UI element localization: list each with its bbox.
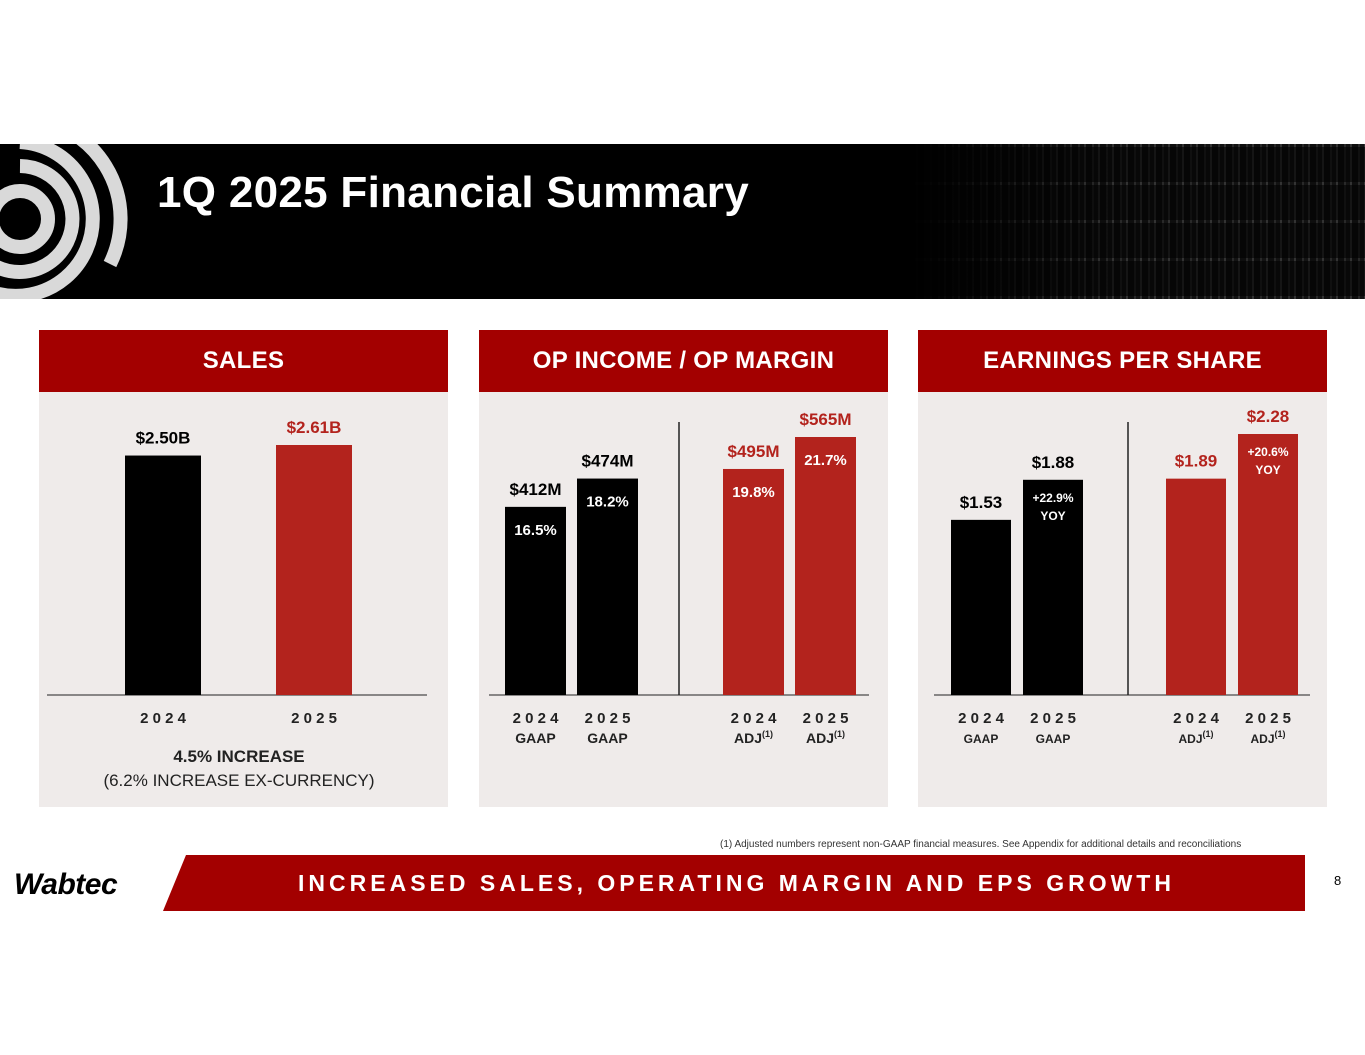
yoy-label: +20.6% [1247, 445, 1288, 459]
bar-value-label: $2.50B [136, 429, 191, 448]
header-bar [0, 144, 1365, 299]
category-type-label: ADJ(1) [1250, 729, 1285, 746]
op-income-panel: OP INCOME / OP MARGIN $412M 16.5% 2 0 2 4 G… [479, 330, 888, 807]
bar [723, 468, 784, 695]
yoy-label: +22.9% [1032, 491, 1073, 505]
category-type-label: ADJ(1) [1178, 729, 1213, 746]
sales-increase-note: 4.5% INCREASE [173, 747, 304, 766]
category-type-label: GAAP [1036, 732, 1071, 746]
wabtec-logo: Wabtec [14, 868, 118, 901]
bar [1166, 478, 1226, 695]
category-type-label: ADJ(1) [806, 729, 845, 746]
category-year-label: 2 0 2 5 [291, 710, 337, 727]
footnote-marker: (1) [834, 729, 845, 739]
bar [1023, 479, 1083, 695]
margin-label: 16.5% [514, 522, 557, 539]
bar-value-label: $412M [510, 480, 562, 499]
panel-title: SALES [39, 330, 448, 392]
bar [1238, 434, 1298, 695]
bar [577, 478, 638, 695]
category-year-label: 2 0 2 5 [1245, 710, 1291, 727]
page-number: 8 [1334, 873, 1342, 888]
bar-value-label: $2.28 [1247, 407, 1290, 426]
op-income-chart: $412M 16.5% 2 0 2 4 GAAP $474M 18.2% 2 0 2 5 GA… [489, 410, 869, 746]
bar [276, 445, 352, 695]
category-type-label: GAAP [515, 730, 555, 746]
margin-label: 21.7% [804, 452, 847, 469]
panel-title: EARNINGS PER SHARE [918, 330, 1327, 392]
shipping-containers-photo [910, 144, 1365, 299]
bar-value-label: $474M [582, 452, 634, 471]
footnote-marker: (1) [1275, 729, 1286, 739]
bar [795, 437, 856, 695]
eps-panel: EARNINGS PER SHARE $1.53 2 0 2 4 GAAP $1.88… [918, 330, 1327, 807]
category-type-label: GAAP [964, 732, 999, 746]
category-year-label: 2 0 2 5 [1030, 710, 1076, 727]
bar [125, 455, 201, 695]
margin-label: 18.2% [586, 494, 629, 511]
wabtec-swirl-icon [0, 144, 128, 299]
category-year-label: 2 0 2 4 [140, 710, 187, 727]
eps-chart: $1.53 2 0 2 4 GAAP $1.88 +22.9% YOY 2 0 2 5 GAA… [934, 407, 1310, 746]
bar-value-label: $2.61B [287, 418, 342, 437]
category-year-label: 2 0 2 5 [803, 710, 849, 727]
sales-panel: SALES $2.50B 2 0 2 4 $2.61B 2 0 2 5 4.5% INC… [39, 330, 448, 807]
category-type-label: GAAP [587, 730, 627, 746]
page-title: 1Q 2025 Financial Summary [157, 168, 750, 217]
yoy-suffix: YOY [1040, 509, 1065, 523]
sales-ex-currency-note: (6.2% INCREASE EX-CURRENCY) [103, 771, 374, 790]
bottom-banner [163, 855, 1305, 911]
footnote-marker: (1) [1203, 729, 1214, 739]
panel-title: OP INCOME / OP MARGIN [479, 330, 888, 392]
bar-value-label: $1.89 [1175, 452, 1218, 471]
bar [951, 519, 1011, 695]
footnote: (1) Adjusted numbers represent non-GAAP … [720, 839, 1242, 850]
bar-value-label: $1.88 [1032, 453, 1075, 472]
category-year-label: 2 0 2 4 [1173, 710, 1220, 727]
footnote-marker: (1) [762, 729, 773, 739]
bar [505, 506, 566, 695]
category-year-label: 2 0 2 5 [585, 710, 631, 727]
category-year-label: 2 0 2 4 [513, 710, 560, 727]
bar-value-label: $565M [800, 410, 852, 429]
category-year-label: 2 0 2 4 [731, 710, 778, 727]
category-year-label: 2 0 2 4 [958, 710, 1005, 727]
bar-value-label: $495M [728, 442, 780, 461]
category-type-label: ADJ(1) [734, 729, 773, 746]
margin-label: 19.8% [732, 484, 775, 501]
sales-chart: $2.50B 2 0 2 4 $2.61B 2 0 2 5 4.5% INCREASE (… [47, 418, 427, 790]
bar-value-label: $1.53 [960, 493, 1003, 512]
banner-tagline: INCREASED SALES, OPERATING MARGIN AND EP… [298, 869, 1175, 896]
yoy-suffix: YOY [1255, 463, 1280, 477]
